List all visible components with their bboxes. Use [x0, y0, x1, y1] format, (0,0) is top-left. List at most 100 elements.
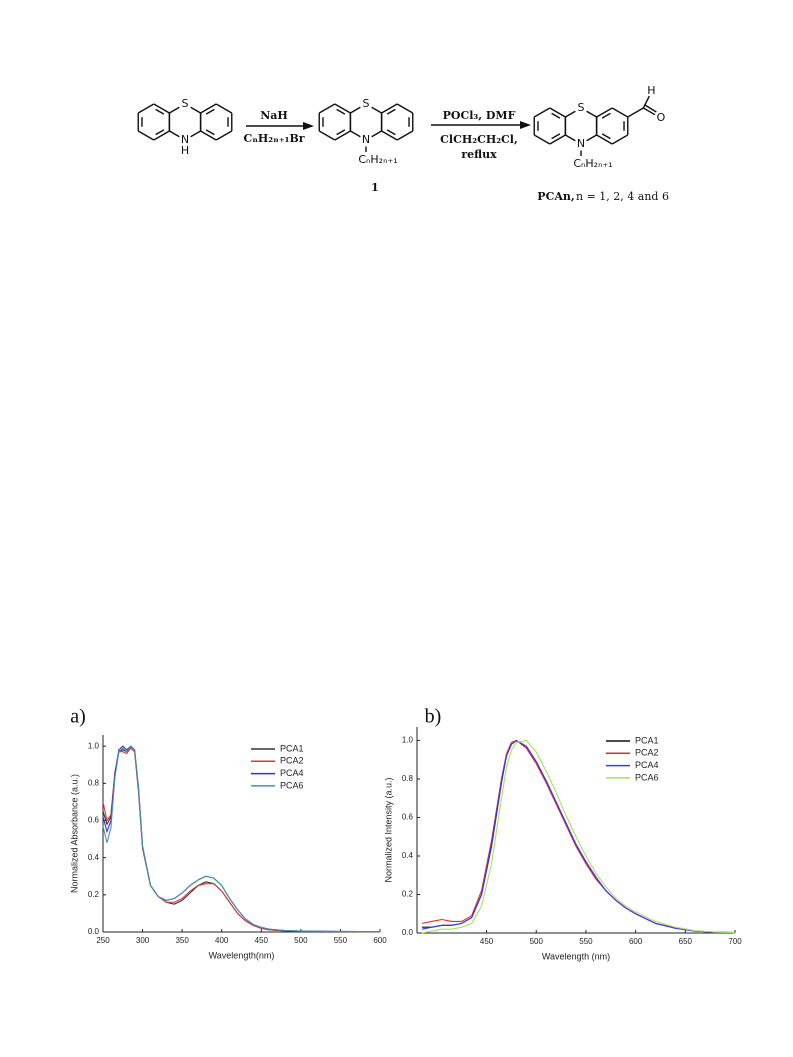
atom-bg [178, 133, 192, 147]
bond [386, 108, 396, 115]
bond [551, 133, 561, 140]
x-tick-label: 550 [334, 936, 348, 945]
arrow-head [520, 121, 531, 129]
data-line [421, 739, 736, 934]
data-line [421, 739, 736, 934]
substituent: CₙH₂ₙ₊₁ [358, 153, 397, 166]
condition: reflux [461, 148, 497, 161]
bond [155, 108, 165, 115]
atom-bg [178, 97, 192, 111]
legend-label: PCA1 [635, 735, 659, 745]
bond [334, 103, 351, 114]
x-tick-label: 500 [530, 937, 544, 946]
x-tick-label: 450 [255, 936, 269, 945]
legend-label: PCA6 [635, 772, 659, 782]
y-tick-label: 0.0 [402, 928, 414, 937]
y-tick-label: 0.6 [402, 813, 414, 822]
bond [533, 134, 551, 145]
data-line [421, 739, 736, 934]
bond [336, 129, 346, 136]
bond [334, 130, 351, 141]
x-tick-label: 400 [215, 936, 229, 945]
bond [153, 130, 170, 141]
bond [137, 130, 155, 141]
bond [596, 107, 613, 118]
bond [601, 112, 611, 119]
bond [611, 134, 629, 145]
charts: a) 0.0 0.2 0.4 0.6 0.8 1.0 250 300 350 400 450 500 55… [69, 706, 742, 962]
atom-bg [359, 133, 373, 147]
y-tick-label: 1.0 [88, 741, 100, 750]
atom-label: N [577, 137, 585, 150]
data-line [102, 745, 381, 933]
legend-label: PCA4 [635, 760, 659, 770]
bond [533, 107, 551, 118]
x-tick-label: 600 [373, 936, 387, 945]
chart: b) 0.0 0.2 0.4 0.6 0.8 1.0 450 500 550 600 650 700 Wa… [383, 706, 742, 962]
y-tick-label: 0.4 [88, 853, 100, 862]
data-line [102, 745, 381, 933]
x-tick-label: 300 [136, 936, 150, 945]
bond [601, 133, 611, 140]
data-line [421, 739, 736, 934]
bond [611, 107, 629, 118]
x-tick-label: 350 [175, 936, 189, 945]
compound-number: 1 [371, 181, 379, 194]
legend-label: PCA2 [280, 756, 304, 766]
bond [200, 103, 217, 114]
bond [155, 129, 165, 136]
compound-name: PCAn, [537, 190, 574, 203]
data-line [102, 747, 381, 933]
x-tick-label: 700 [728, 937, 742, 946]
reagent: ClCH₂CH₂Cl, [440, 133, 518, 146]
y-tick-label: 0.2 [88, 890, 100, 899]
bond [205, 108, 215, 115]
chart: a) 0.0 0.2 0.4 0.6 0.8 1.0 250 300 350 400 450 500 55… [69, 706, 387, 961]
legend-label: PCA4 [280, 768, 304, 778]
reagent: NaH [260, 109, 288, 122]
legend-label: PCA2 [635, 748, 659, 758]
atom-label: N [181, 133, 189, 146]
y-tick-label: 0.2 [402, 890, 414, 899]
data-line [102, 747, 381, 933]
atom-label: O [657, 111, 666, 124]
bond [627, 107, 644, 118]
bond [153, 103, 170, 114]
atom-bg [359, 97, 373, 111]
bond [643, 107, 656, 116]
y-axis-label: Normalized Absorbance (a.u.) [69, 774, 79, 893]
x-tick-label: 600 [629, 937, 643, 946]
bond [205, 129, 215, 136]
bond [596, 134, 613, 145]
bond [642, 95, 650, 109]
y-tick-label: 0.8 [88, 778, 100, 787]
bond [318, 103, 336, 114]
x-tick-label: 500 [294, 936, 308, 945]
atom-label: H [181, 144, 189, 157]
bond [381, 130, 398, 141]
bond [549, 107, 566, 118]
reagent: POCl₃, DMF [443, 109, 516, 122]
reagent: CₙH₂ₙ₊₁Br [243, 132, 304, 145]
y-tick-label: 0.6 [88, 816, 100, 825]
atom-label: S [182, 97, 189, 110]
x-axis-label: Wavelength (nm) [542, 951, 610, 961]
atom-label: H [647, 84, 655, 97]
legend-label: PCA6 [280, 780, 304, 790]
x-tick-label: 650 [679, 937, 693, 946]
bond [549, 134, 566, 145]
panel-label: a) [70, 706, 86, 728]
bond [386, 129, 396, 136]
bond [200, 130, 217, 141]
panel-label: b) [425, 706, 442, 728]
atom-label: S [363, 97, 370, 110]
legend-label: PCA1 [280, 743, 304, 753]
y-tick-label: 0.4 [402, 851, 414, 860]
y-axis-label: Normalized Intensity (a.u.) [383, 777, 393, 882]
atom-label: N [362, 133, 370, 146]
atom-bg [574, 137, 588, 151]
compound-note: n = 1, 2, 4 and 6 [576, 190, 669, 203]
